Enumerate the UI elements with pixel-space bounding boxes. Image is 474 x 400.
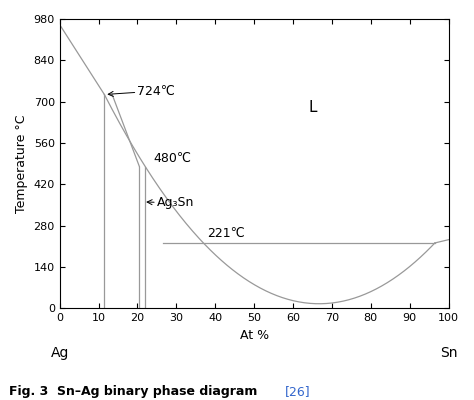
Text: Ag₃Sn: Ag₃Sn bbox=[147, 196, 194, 209]
Text: Sn: Sn bbox=[440, 346, 457, 360]
Y-axis label: Temperature °C: Temperature °C bbox=[15, 114, 28, 213]
Text: 480℃: 480℃ bbox=[153, 152, 191, 164]
Text: L: L bbox=[308, 100, 317, 115]
Text: 221℃: 221℃ bbox=[208, 227, 245, 240]
Text: Ag: Ag bbox=[50, 346, 69, 360]
Text: Fig. 3  Sn–Ag binary phase diagram: Fig. 3 Sn–Ag binary phase diagram bbox=[9, 385, 262, 398]
X-axis label: At %: At % bbox=[239, 328, 269, 342]
Text: [26]: [26] bbox=[284, 385, 310, 398]
Text: 724℃: 724℃ bbox=[108, 84, 175, 98]
